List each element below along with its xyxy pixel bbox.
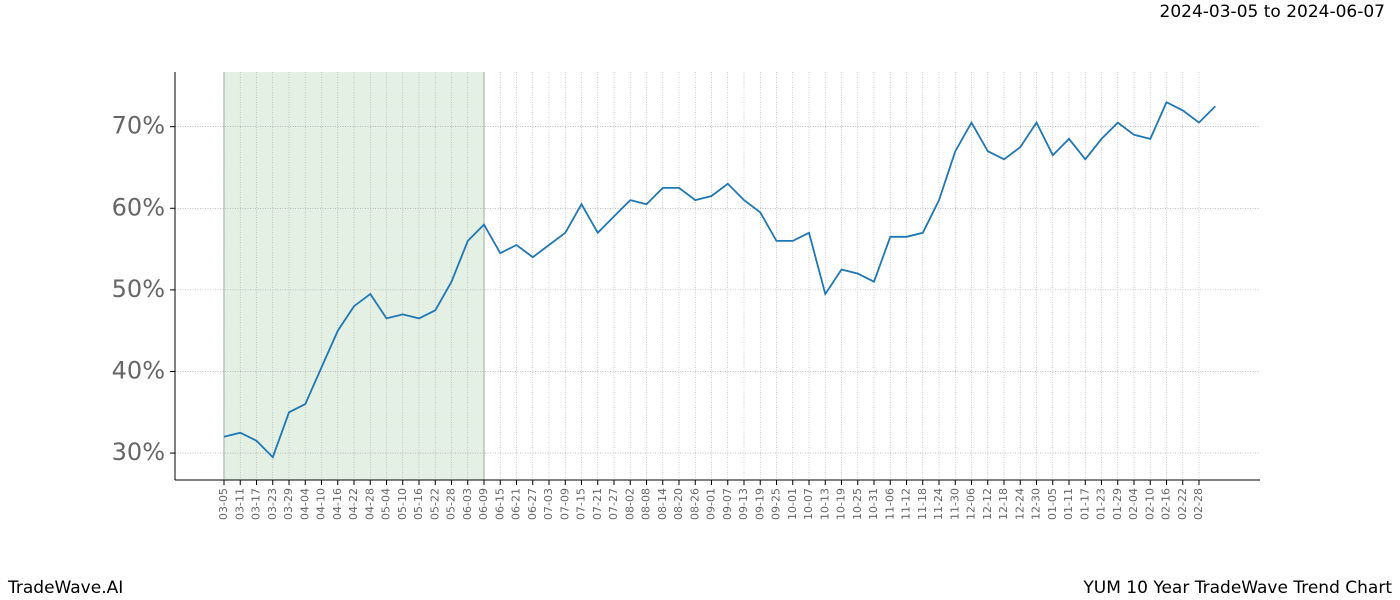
x-tick-label: 05-10 xyxy=(396,488,409,520)
x-tick-label: 08-02 xyxy=(623,488,636,520)
x-tick-label: 06-09 xyxy=(477,488,490,520)
x-tick-label: 04-04 xyxy=(298,488,311,520)
x-tick-label: 11-18 xyxy=(916,488,929,520)
x-tick-label: 03-11 xyxy=(233,488,246,520)
x-tick-label: 05-28 xyxy=(445,488,458,520)
x-tick-label: 10-01 xyxy=(786,488,799,520)
highlight-span xyxy=(224,72,484,480)
x-tick-label: 10-31 xyxy=(867,488,880,520)
x-tick-label: 03-05 xyxy=(217,488,230,520)
x-tick-label: 02-28 xyxy=(1192,488,1205,520)
x-tick-label: 08-20 xyxy=(672,488,685,520)
x-tick-label: 12-30 xyxy=(1030,488,1043,520)
x-tick-label: 12-24 xyxy=(1013,488,1026,520)
trend-line xyxy=(223,100,1216,459)
x-tick-label: 09-19 xyxy=(753,488,766,520)
x-tick-label: 07-09 xyxy=(558,488,571,520)
x-tick-label: 07-03 xyxy=(542,488,555,520)
x-tick-label: 02-10 xyxy=(1143,488,1156,520)
x-tick-label: 07-15 xyxy=(575,488,588,520)
x-tick-label: 11-06 xyxy=(883,488,896,520)
x-tick-label: 09-01 xyxy=(705,488,718,520)
x-tick-label: 04-16 xyxy=(331,488,344,520)
x-tick-label: 02-16 xyxy=(1160,488,1173,520)
x-tick-label: 04-10 xyxy=(315,488,328,520)
x-tick-label: 10-07 xyxy=(802,488,815,520)
x-tick-label: 01-11 xyxy=(1062,488,1075,520)
x-tick-label: 02-04 xyxy=(1127,488,1140,520)
x-tick-label: 03-29 xyxy=(282,488,295,520)
x-tick-label: 12-12 xyxy=(981,488,994,520)
x-tick-label: 01-17 xyxy=(1078,488,1091,520)
y-tick-label: 70% xyxy=(112,112,165,140)
x-tick-label: 09-07 xyxy=(721,488,734,520)
x-tick-label: 03-17 xyxy=(250,488,263,520)
x-tick-label: 07-21 xyxy=(591,488,604,520)
x-tick-label: 05-22 xyxy=(428,488,441,520)
y-tick-label: 60% xyxy=(112,193,165,221)
x-tick-label: 08-14 xyxy=(656,488,669,520)
x-tick-label: 06-27 xyxy=(526,488,539,520)
footer-left: TradeWave.AI xyxy=(7,578,123,598)
subtitle: 2024-03-05 to 2024-06-07 xyxy=(1160,2,1385,22)
footer-right: YUM 10 Year TradeWave Trend Chart xyxy=(1082,578,1392,598)
x-tick-label: 02-22 xyxy=(1176,488,1189,520)
x-tick-label: 12-18 xyxy=(997,488,1010,520)
x-tick-label: 05-16 xyxy=(412,488,425,520)
x-tick-label: 05-04 xyxy=(380,488,393,520)
x-tick-label: 09-13 xyxy=(737,488,750,520)
x-tick-label: 08-08 xyxy=(640,488,653,520)
x-tick-label: 06-03 xyxy=(461,488,474,520)
x-tick-label: 01-29 xyxy=(1111,488,1124,520)
x-tick-label: 01-23 xyxy=(1095,488,1108,520)
x-tick-label: 10-25 xyxy=(851,488,864,520)
y-tick-label: 40% xyxy=(112,356,165,384)
x-tick-label: 04-28 xyxy=(363,488,376,520)
x-tick-label: 12-06 xyxy=(965,488,978,520)
x-tick-label: 11-24 xyxy=(932,488,945,520)
x-tick-label: 11-30 xyxy=(948,488,961,520)
x-tick-label: 03-23 xyxy=(266,488,279,520)
x-tick-label: 10-19 xyxy=(835,488,848,520)
x-tick-label: 07-27 xyxy=(607,488,620,520)
y-tick-label: 30% xyxy=(112,438,165,466)
x-tick-label: 10-13 xyxy=(818,488,831,520)
x-tick-label: 06-21 xyxy=(510,488,523,520)
x-tick-label: 09-25 xyxy=(770,488,783,520)
x-tick-label: 08-26 xyxy=(688,488,701,520)
y-tick-label: 50% xyxy=(112,275,165,303)
x-tick-label: 06-15 xyxy=(493,488,506,520)
x-tick-label: 01-05 xyxy=(1046,488,1059,520)
x-tick-label: 11-12 xyxy=(900,488,913,520)
x-tick-label: 04-22 xyxy=(347,488,360,520)
